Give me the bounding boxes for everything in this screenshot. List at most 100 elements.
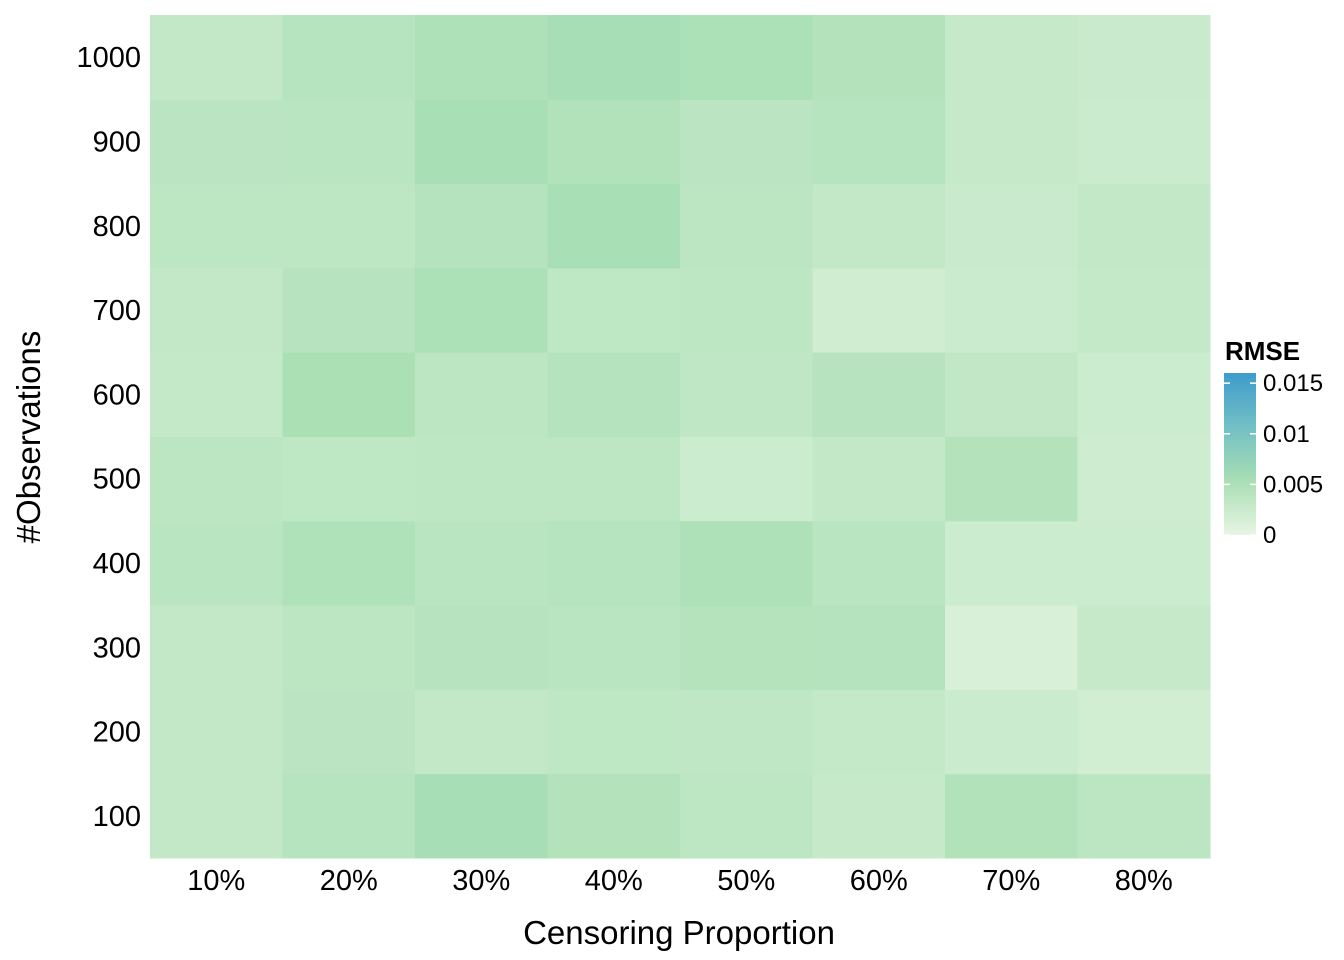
heatmap-cell [680, 15, 813, 100]
heatmap-cell [1077, 352, 1211, 437]
heatmap-cell [547, 183, 681, 269]
heatmap-cell [945, 773, 1078, 859]
legend-title: RMSE [1225, 336, 1300, 366]
heatmap-cell [415, 267, 548, 353]
heatmap-cell [1077, 267, 1211, 353]
heatmap-cell [282, 605, 416, 690]
heatmap-cell [680, 352, 813, 437]
heatmap-cell [812, 605, 946, 690]
heatmap-cell [1077, 520, 1211, 606]
heatmap-cells [150, 15, 1211, 859]
heatmap-cell [812, 689, 946, 775]
y-tick-label: 400 [93, 548, 141, 580]
heatmap-cell [1077, 605, 1211, 690]
heatmap-cell [1077, 773, 1211, 859]
y-tick-label: 1000 [76, 42, 141, 74]
heatmap-cell [150, 352, 283, 437]
heatmap-cell [282, 689, 416, 775]
heatmap-cell [945, 605, 1078, 690]
heatmap-cell [812, 15, 946, 100]
heatmap-cell [547, 436, 681, 522]
y-tick-label: 500 [93, 464, 141, 496]
heatmap-cell [945, 99, 1078, 185]
heatmap-cell [1077, 183, 1211, 269]
x-tick-label: 60% [850, 865, 908, 897]
heatmap-cell [1077, 15, 1211, 100]
heatmap-cell [150, 773, 283, 859]
heatmap-cell [282, 99, 416, 185]
legend-tick-label: 0.005 [1263, 471, 1323, 498]
heatmap-cell [547, 352, 681, 437]
heatmap-cell [282, 352, 416, 437]
heatmap-cell [1077, 99, 1211, 185]
y-tick-label: 900 [93, 126, 141, 158]
heatmap-cell [680, 267, 813, 353]
heatmap-cell [415, 99, 548, 185]
heatmap-cell [812, 352, 946, 437]
legend-ticks: 0 0.005 0.01 0.015 [1224, 370, 1323, 549]
heatmap-cell [812, 99, 946, 185]
heatmap-cell [812, 520, 946, 606]
heatmap-cell [680, 605, 813, 690]
heatmap-cell [547, 773, 681, 859]
heatmap-cell [282, 183, 416, 269]
y-tick-label: 300 [93, 632, 141, 664]
heatmap-cell [150, 267, 283, 353]
heatmap-cell [282, 15, 416, 100]
x-tick-label: 20% [320, 865, 378, 897]
y-axis-title: #Observations [10, 331, 47, 544]
heatmap-cell [415, 183, 548, 269]
heatmap-cell [680, 520, 813, 606]
heatmap-cell [1077, 436, 1211, 522]
y-tick-label: 600 [93, 379, 141, 411]
legend-color-bar [1224, 373, 1256, 535]
x-tick-label: 10% [187, 865, 245, 897]
heatmap-cell [547, 689, 681, 775]
heatmap-cell [680, 689, 813, 775]
heatmap-cell [812, 267, 946, 353]
heatmap-cell [1077, 689, 1211, 775]
heatmap-cell [680, 773, 813, 859]
heatmap-cell [150, 689, 283, 775]
heatmap-cell [945, 689, 1078, 775]
heatmap-cell [812, 183, 946, 269]
y-tick-label: 800 [93, 211, 141, 243]
legend-tick-label: 0.01 [1263, 421, 1310, 448]
heatmap-cell [812, 436, 946, 522]
y-tick-label: 200 [93, 717, 141, 749]
heatmap-cell [547, 605, 681, 690]
heatmap-cell [415, 436, 548, 522]
heatmap-cell [282, 436, 416, 522]
heatmap-cell [415, 15, 548, 100]
x-tick-label: 50% [717, 865, 775, 897]
heatmap-cell [945, 436, 1078, 522]
legend-tick-label: 0 [1263, 522, 1276, 549]
heatmap-cell [150, 436, 283, 522]
x-tick-label: 80% [1115, 865, 1173, 897]
heatmap-cell [812, 773, 946, 859]
heatmap-cell [415, 352, 548, 437]
heatmap-cell [680, 99, 813, 185]
heatmap-cell [415, 605, 548, 690]
heatmap-cell [945, 520, 1078, 606]
heatmap-cell [282, 520, 416, 606]
heatmap-cell [150, 520, 283, 606]
heatmap-cell [282, 773, 416, 859]
heatmap-cell [150, 605, 283, 690]
x-tick-label: 30% [452, 865, 510, 897]
y-axis-ticks: 100 200 300 400 500 600 700 800 900 1000 [76, 42, 141, 833]
heatmap-cell [547, 520, 681, 606]
heatmap-cell [150, 99, 283, 185]
heatmap-cell [945, 183, 1078, 269]
heatmap-cell [547, 15, 681, 100]
y-tick-label: 100 [93, 801, 141, 833]
x-tick-label: 70% [982, 865, 1040, 897]
heatmap-cell [547, 99, 681, 185]
y-tick-label: 700 [93, 295, 141, 327]
heatmap-cell [945, 267, 1078, 353]
heatmap-cell [680, 436, 813, 522]
heatmap-cell [945, 352, 1078, 437]
x-tick-label: 40% [585, 865, 643, 897]
heatmap-cell [415, 773, 548, 859]
